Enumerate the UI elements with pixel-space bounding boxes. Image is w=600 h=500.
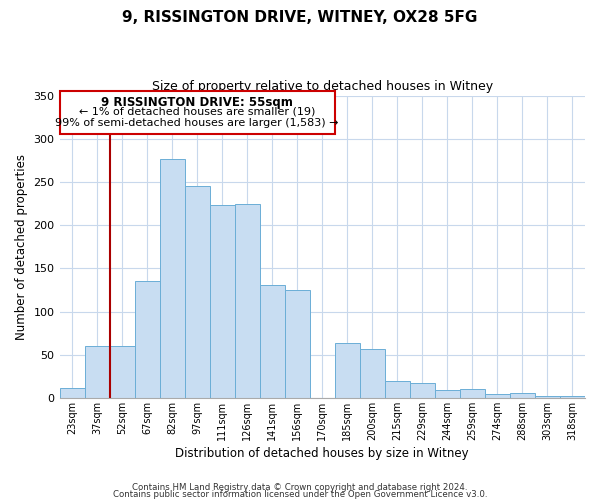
Bar	[59, 91, 335, 134]
X-axis label: Distribution of detached houses by size in Witney: Distribution of detached houses by size …	[175, 447, 469, 460]
Bar	[385, 382, 410, 398]
Bar	[85, 346, 110, 398]
Text: 9, RISSINGTON DRIVE, WITNEY, OX28 5FG: 9, RISSINGTON DRIVE, WITNEY, OX28 5FG	[122, 10, 478, 25]
Bar	[110, 346, 134, 398]
Text: 9 RISSINGTON DRIVE: 55sqm: 9 RISSINGTON DRIVE: 55sqm	[101, 96, 293, 110]
Text: Contains HM Land Registry data © Crown copyright and database right 2024.: Contains HM Land Registry data © Crown c…	[132, 484, 468, 492]
Bar	[134, 282, 160, 398]
Bar	[185, 186, 209, 398]
Bar	[59, 388, 85, 398]
Bar	[510, 392, 535, 398]
Text: ← 1% of detached houses are smaller (19): ← 1% of detached houses are smaller (19)	[79, 107, 316, 117]
Bar	[335, 344, 360, 398]
Bar	[410, 383, 435, 398]
Bar	[560, 396, 585, 398]
Bar	[360, 348, 385, 398]
Bar	[460, 390, 485, 398]
Title: Size of property relative to detached houses in Witney: Size of property relative to detached ho…	[152, 80, 493, 93]
Bar	[535, 396, 560, 398]
Text: 99% of semi-detached houses are larger (1,583) →: 99% of semi-detached houses are larger (…	[55, 118, 339, 128]
Bar	[209, 206, 235, 398]
Bar	[160, 158, 185, 398]
Bar	[285, 290, 310, 398]
Y-axis label: Number of detached properties: Number of detached properties	[15, 154, 28, 340]
Bar	[260, 284, 285, 398]
Bar	[435, 390, 460, 398]
Bar	[485, 394, 510, 398]
Text: Contains public sector information licensed under the Open Government Licence v3: Contains public sector information licen…	[113, 490, 487, 499]
Bar	[235, 204, 260, 398]
